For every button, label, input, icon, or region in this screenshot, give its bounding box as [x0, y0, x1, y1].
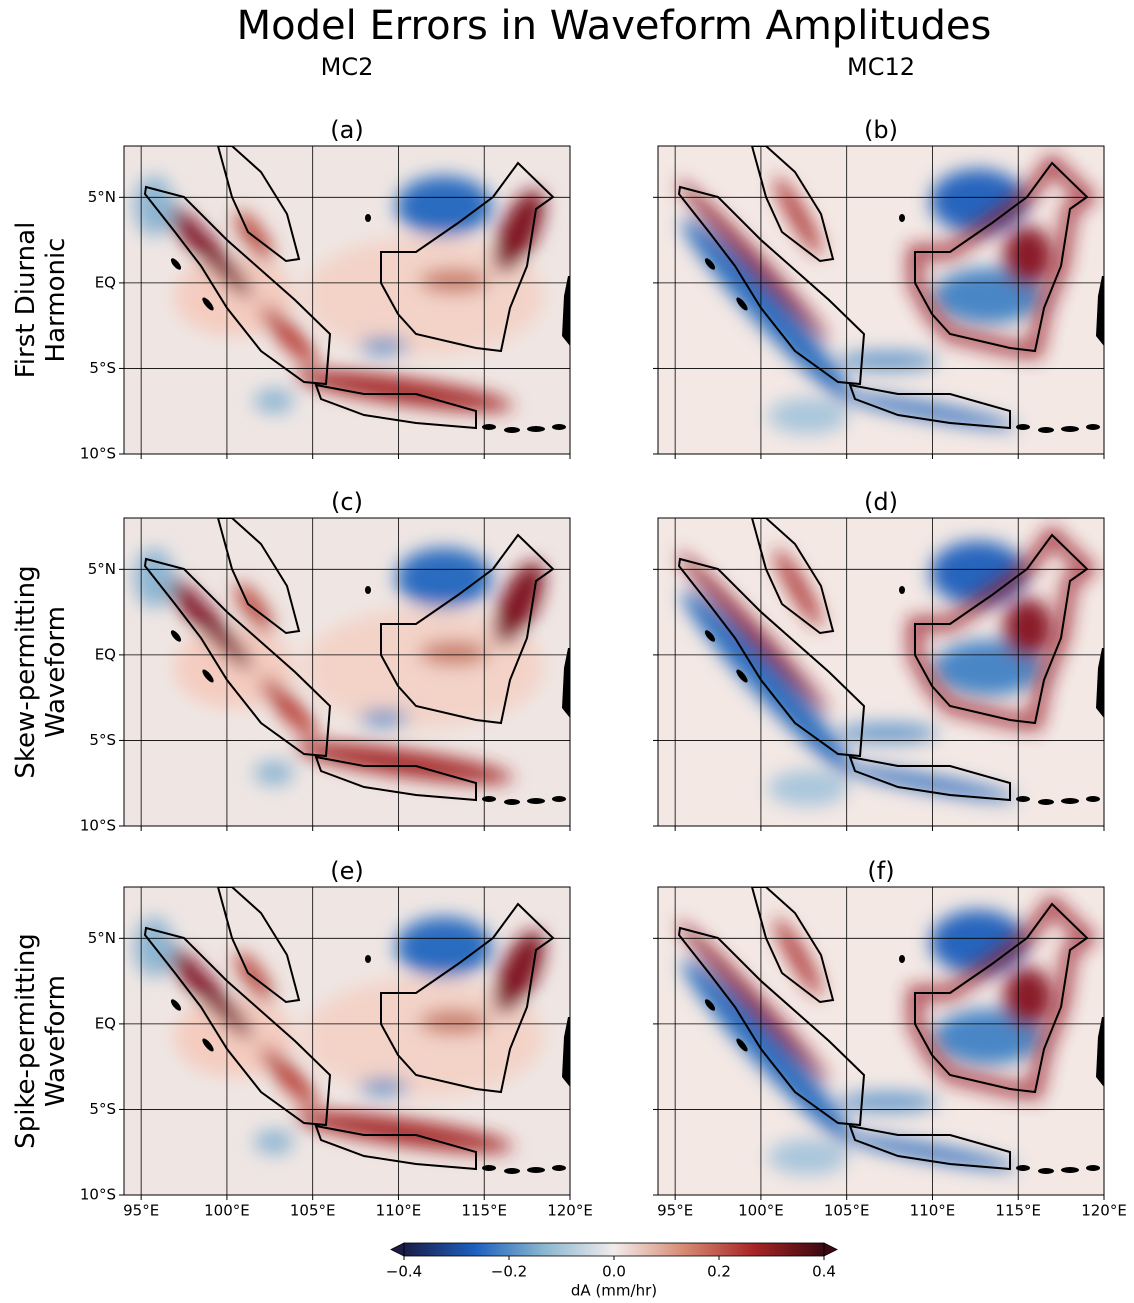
lat-tick-label: 5°S — [89, 1100, 116, 1118]
colorbar-tick-label: 0.4 — [812, 1263, 836, 1281]
precip-field — [658, 887, 1104, 1195]
panel-label: (e) — [330, 857, 364, 885]
lon-tick-label: 95°E — [657, 1202, 693, 1220]
colorbar-tick-label: 0.2 — [707, 1263, 731, 1281]
panel-label: (b) — [864, 116, 898, 144]
panel-frame — [123, 517, 571, 827]
panel-frame — [657, 145, 1105, 455]
map-field — [124, 887, 570, 1195]
lat-tick-label: EQ — [95, 1014, 116, 1032]
row-label: First DiurnalHarmonic — [11, 222, 71, 379]
colorbar-tick-label: 0.0 — [602, 1263, 626, 1281]
lat-tick-label: 5°N — [88, 560, 116, 578]
column-label: MC12 — [847, 53, 915, 81]
figure-title: Model Errors in Waveform Amplitudes — [237, 3, 992, 49]
panel-frame — [657, 886, 1105, 1196]
panel-label: (d) — [864, 488, 898, 516]
map-panel: (b) — [653, 116, 1105, 459]
map-panel: (a) 5°N EQ 5°S 10°S — [80, 116, 571, 463]
colorbar-tick-label: −0.4 — [386, 1263, 422, 1281]
map-panel: (c) 5°N EQ 5°S 10°S — [80, 488, 571, 835]
colorbar-extend-high — [823, 1242, 838, 1257]
lon-tick-label: 110°E — [376, 1202, 422, 1220]
precip-field — [124, 518, 570, 826]
lon-tick-label: 110°E — [910, 1202, 956, 1220]
precip-field — [658, 518, 1104, 826]
lat-tick-label: 5°S — [89, 731, 116, 749]
lon-tick-label: 115°E — [995, 1202, 1041, 1220]
row-label: Skew-permittingWaveform — [11, 565, 71, 778]
map-field — [658, 146, 1104, 454]
lat-tick-label: 5°N — [88, 929, 116, 947]
map-panel: (d) — [653, 488, 1105, 831]
colorbar-tick-label: −0.2 — [491, 1263, 527, 1281]
lon-tick-label: 115°E — [461, 1202, 507, 1220]
lat-tick-label: EQ — [95, 273, 116, 291]
row-label-line: Skew-permitting — [11, 565, 41, 778]
row-label: Spike-permittingWaveform — [11, 933, 71, 1149]
lat-tick-label: 10°S — [80, 817, 116, 835]
map-panel: (f) 95°E 100°E 105°E 110°E 115°E 120°E — [653, 857, 1127, 1220]
row-label-line: Waveform — [41, 606, 71, 738]
lat-tick-label: 10°S — [80, 1186, 116, 1204]
precip-field — [658, 146, 1104, 454]
lon-tick-label: 95°E — [123, 1202, 159, 1220]
row-label-line: Spike-permitting — [11, 933, 41, 1149]
map-field — [124, 518, 570, 826]
map-field — [124, 146, 570, 454]
column-label: MC2 — [321, 53, 374, 81]
lat-tick-label: 5°S — [89, 359, 116, 377]
row-label-line: Waveform — [41, 975, 71, 1107]
panels: (a) 5°N EQ 5°S 10°S (b) (c) 5°N EQ 5°S 10°S (d) (e) 9… — [80, 116, 1127, 1220]
lon-tick-label: 105°E — [824, 1202, 870, 1220]
panel-frame — [123, 886, 571, 1196]
panel-frame — [657, 517, 1105, 827]
lon-tick-label: 105°E — [290, 1202, 336, 1220]
map-panel: (e) 95°E 100°E 105°E 110°E 115°E 120°E 5°N EQ 5°S… — [80, 857, 593, 1220]
map-field — [658, 518, 1104, 826]
colorbar-label: dA (mm/hr) — [571, 1282, 657, 1300]
precip-field — [124, 887, 570, 1195]
panel-label: (f) — [867, 857, 894, 885]
colorbar — [403, 1242, 825, 1257]
lon-tick-label: 120°E — [1081, 1202, 1127, 1220]
lon-tick-label: 120°E — [547, 1202, 593, 1220]
colorbar-extend-low — [390, 1242, 405, 1257]
panel-frame — [123, 145, 571, 455]
lat-tick-label: 5°N — [88, 188, 116, 206]
panel-label: (a) — [330, 116, 363, 144]
lat-tick-label: 10°S — [80, 445, 116, 463]
precip-field — [124, 146, 570, 454]
lon-tick-label: 100°E — [204, 1202, 250, 1220]
lat-tick-label: EQ — [95, 645, 116, 663]
map-field — [658, 887, 1104, 1195]
row-label-line: Harmonic — [41, 238, 71, 363]
lon-tick-label: 100°E — [738, 1202, 784, 1220]
row-label-line: First Diurnal — [11, 222, 41, 379]
panel-label: (c) — [331, 488, 363, 516]
